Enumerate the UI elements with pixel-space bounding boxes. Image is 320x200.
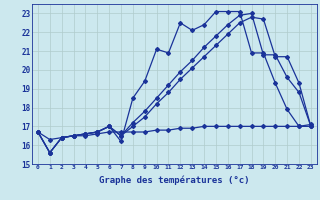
X-axis label: Graphe des températures (°c): Graphe des températures (°c) (99, 176, 250, 185)
